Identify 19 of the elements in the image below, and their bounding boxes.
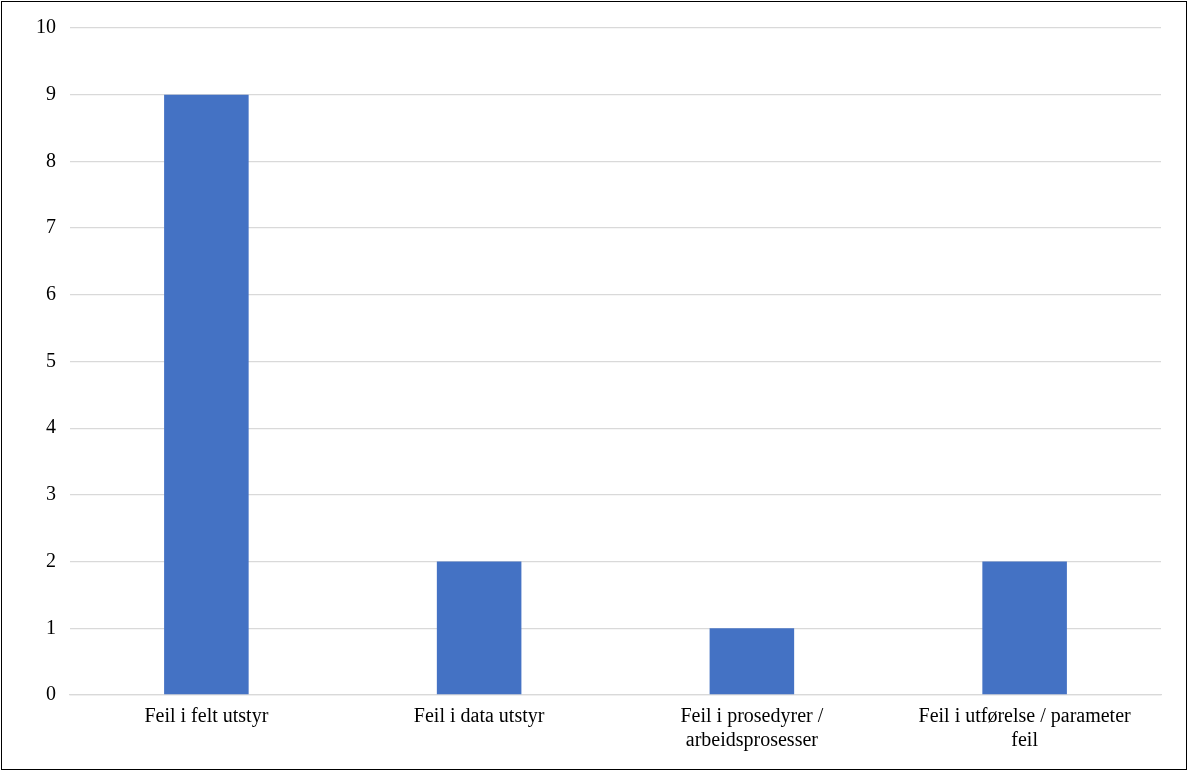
y-tick-label: 6 [46,282,56,305]
x-tick-label: Feil i prosedyrer / arbeidsprosesser [680,704,824,752]
y-tick-label: 7 [46,215,56,238]
bar [436,561,522,695]
x-tick-label: Feil i data utstyr [413,704,545,728]
x-tick-label: Feil i utførelse / parameter feil [918,704,1132,751]
y-tick-label: 3 [46,482,56,505]
bar [982,561,1067,695]
y-tick-label: 2 [46,548,56,571]
y-tick-label: 5 [46,348,56,371]
x-tick-label: Feil i felt utstyr [144,704,269,728]
y-tick-label: 8 [46,148,56,171]
y-tick-label: 10 [36,15,56,38]
y-tick-label: 4 [46,415,56,438]
bar [164,94,249,695]
y-tick-label: 9 [46,81,56,104]
y-tick-label: 0 [46,682,56,705]
y-tick-label: 1 [46,615,56,638]
bar [709,628,795,695]
